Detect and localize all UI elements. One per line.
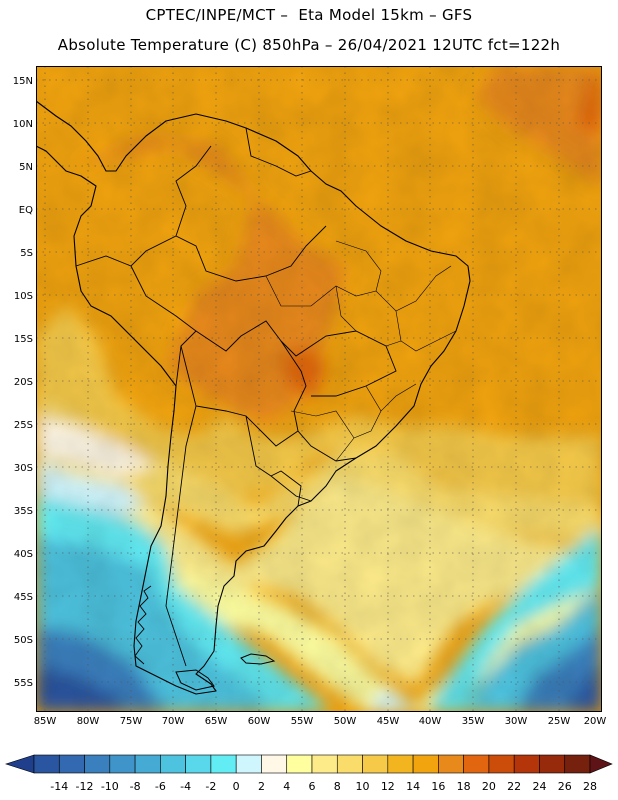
lon-label: 40W [418, 716, 442, 727]
falkland-islands [240, 653, 276, 665]
colorbar-cell [185, 754, 212, 774]
lat-label: 35S [13, 506, 33, 517]
colorbar-tick-label: -2 [205, 780, 217, 793]
map-frame [36, 66, 602, 712]
colorbar [5, 754, 613, 774]
lat-label: EQ [18, 205, 33, 216]
lat-label: 20S [13, 377, 33, 388]
colorbar-arrow-low [5, 754, 35, 774]
lon-label: 35W [461, 716, 485, 727]
lat-label: 10S [13, 291, 33, 302]
colorbar-tick-label: 26 [557, 780, 572, 793]
colorbar-tick-label: -8 [129, 780, 141, 793]
colorbar-cell [539, 754, 566, 774]
colorbar-cell [58, 754, 85, 774]
colorbar-tick-label: 14 [406, 780, 421, 793]
colorbar-tick-label: -4 [180, 780, 192, 793]
lon-label: 80W [76, 716, 100, 727]
lat-label: 50S [13, 635, 33, 646]
map-title: CPTEC/INPE/MCT – Eta Model 15km – GFS [145, 6, 473, 24]
colorbar-arrow-high [589, 754, 613, 774]
colorbar-tick-label: 4 [283, 780, 291, 793]
temperature-map [36, 66, 602, 712]
colorbar-cell [463, 754, 490, 774]
lon-label: 55W [290, 716, 314, 727]
colorbar-cell [235, 754, 262, 774]
colorbar-tick-label: 2 [257, 780, 265, 793]
colorbar-tick-label: 28 [583, 780, 597, 793]
tierra-del-fuego [175, 669, 215, 691]
colorbar-cell [109, 754, 136, 774]
field-texture [36, 66, 602, 712]
colorbar-cell [84, 754, 111, 774]
colorbar-tick-label: 20 [481, 780, 496, 793]
lon-label: 45W [376, 716, 400, 727]
map-subtitle: Absolute Temperature (C) 850hPa – 26/04/… [57, 36, 561, 54]
colorbar-cell [311, 754, 338, 774]
colorbar-cell [362, 754, 389, 774]
colorbar-tick-label: 6 [308, 780, 316, 793]
lon-label: 70W [161, 716, 185, 727]
colorbar-cell [134, 754, 161, 774]
colorbar-cell [33, 754, 60, 774]
colorbar-cell [513, 754, 540, 774]
lat-label: 25S [13, 420, 33, 431]
colorbar-tick-label: -10 [100, 780, 119, 793]
colorbar-cell [564, 754, 591, 774]
colorbar-tick-label: 22 [507, 780, 522, 793]
lon-label: 20W [583, 716, 607, 727]
colorbar-tick-label: 12 [380, 780, 395, 793]
colorbar-tick-label: 18 [456, 780, 471, 793]
colorbar-cell [438, 754, 464, 774]
south-america-coastline [36, 100, 471, 695]
colorbar-cell [412, 754, 439, 774]
colorbar-cell [210, 754, 237, 774]
colorbar-tick-label: -6 [154, 780, 166, 793]
lat-label: 15S [13, 334, 33, 345]
colorbar-cell [286, 754, 313, 774]
colorbar-cell [488, 754, 515, 774]
lat-label: 10N [12, 119, 33, 130]
colorbar-cell [387, 754, 414, 774]
lon-label: 30W [504, 716, 528, 727]
lon-label: 25W [547, 716, 571, 727]
lon-label: 50W [333, 716, 357, 727]
lat-label: 45S [13, 592, 33, 603]
lon-label: 85W [33, 716, 57, 727]
colorbar-tick-label: 16 [431, 780, 446, 793]
brazil-state-borders [265, 240, 457, 462]
colorbar-cell [261, 754, 288, 774]
lat-label: 55S [13, 678, 33, 689]
colorbar-tick-label: 10 [355, 780, 370, 793]
colorbar-tick-label: 8 [333, 780, 341, 793]
lat-label: 15N [12, 76, 33, 87]
colorbar-cell [160, 754, 186, 774]
lat-label: 30S [13, 463, 33, 474]
colorbar-tick-label: 24 [532, 780, 547, 793]
lon-label: 60W [247, 716, 271, 727]
colorbar-tick-label: 0 [232, 780, 240, 793]
colorbar-cell [336, 754, 363, 774]
lat-label: 40S [13, 549, 33, 560]
colorbar-tick-label: -14 [50, 780, 69, 793]
colorbar-tick-label: -12 [75, 780, 94, 793]
lon-label: 65W [204, 716, 228, 727]
lon-label: 75W [119, 716, 143, 727]
chile-archipelago [134, 585, 152, 665]
lat-label: 5N [19, 162, 33, 173]
lat-label: 5S [20, 248, 33, 259]
